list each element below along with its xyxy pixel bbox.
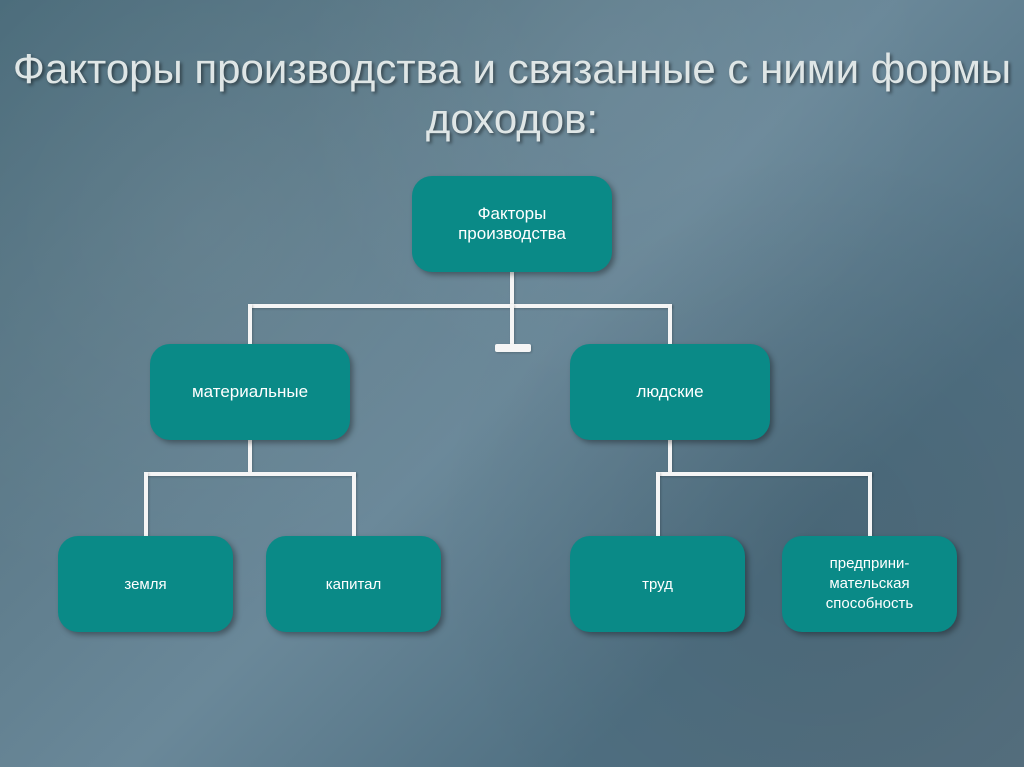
node-land: земля [58,536,233,632]
conn-land-down [144,472,148,536]
node-land-label: земля [124,576,166,593]
conn-root-down [510,272,514,304]
node-material: материальные [150,344,350,440]
node-root: Факторы производства [412,176,612,272]
node-human-label: людские [636,382,703,402]
node-labor-label: труд [642,576,673,593]
conn-mat-down [248,304,252,344]
node-entrepreneurship: предприни-мательская способность [782,536,957,632]
conn-hum-drop [668,440,672,472]
conn-entrep-down [868,472,872,536]
slide-title: Факторы производства и связанные с ними … [0,44,1024,143]
conn-mat-hbar [144,472,356,476]
node-capital: капитал [266,536,441,632]
conn-stub-down [510,304,514,344]
node-labor: труд [570,536,745,632]
conn-hum-down [668,304,672,344]
conn-capital-down [352,472,356,536]
node-material-label: материальные [192,382,308,402]
center-stub [495,344,531,352]
conn-mat-drop [248,440,252,472]
conn-level1-hbar [248,304,672,308]
conn-hum-hbar [656,472,872,476]
node-capital-label: капитал [326,576,382,593]
node-entrepreneurship-label: предприни-мательская способность [792,554,947,615]
conn-labor-down [656,472,660,536]
node-root-label: Факторы производства [422,204,602,244]
node-human: людские [570,344,770,440]
